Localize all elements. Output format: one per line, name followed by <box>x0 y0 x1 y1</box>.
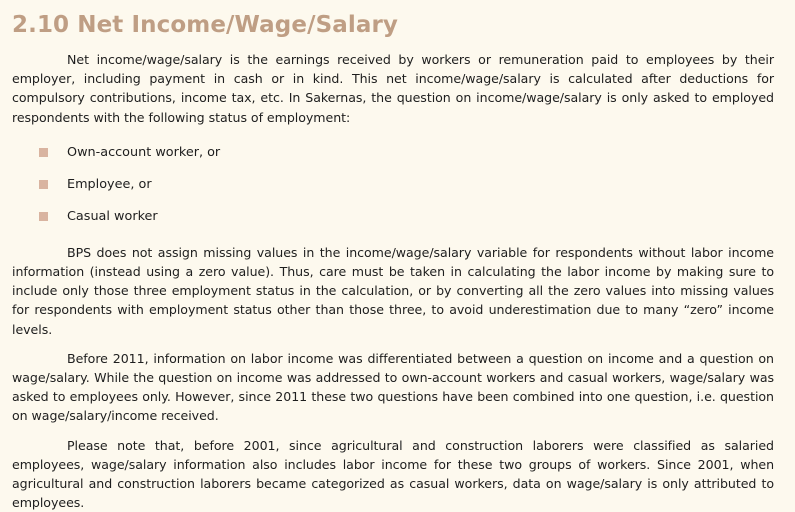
paragraph-definition: Net income/wage/salary is the earnings r… <box>12 52 774 125</box>
list-item: Casual worker <box>12 201 774 233</box>
square-bullet-icon <box>39 180 48 190</box>
list-item-text: Casual worker <box>67 209 158 225</box>
document-page: 2.10 Net Income/Wage/Salary Net income/w… <box>12 8 774 512</box>
list-item: Employee, or <box>12 169 774 201</box>
list-item-text: Own-account worker, or <box>67 145 221 161</box>
list-item: Own-account worker, or <box>12 137 774 169</box>
paragraph-missing-values: BPS does not assign missing values in th… <box>12 244 774 337</box>
square-bullet-icon <box>39 212 48 222</box>
paragraph-before-2011: Before 2011, information on labor income… <box>12 350 774 424</box>
employment-status-list: Own-account worker, or Employee, or Casu… <box>12 137 774 233</box>
square-bullet-icon <box>39 148 48 158</box>
section-title: 2.10 Net Income/Wage/Salary <box>12 12 398 38</box>
paragraph-before-2001: Please note that, before 2001, since agr… <box>12 437 774 511</box>
list-item-text: Employee, or <box>67 177 152 193</box>
